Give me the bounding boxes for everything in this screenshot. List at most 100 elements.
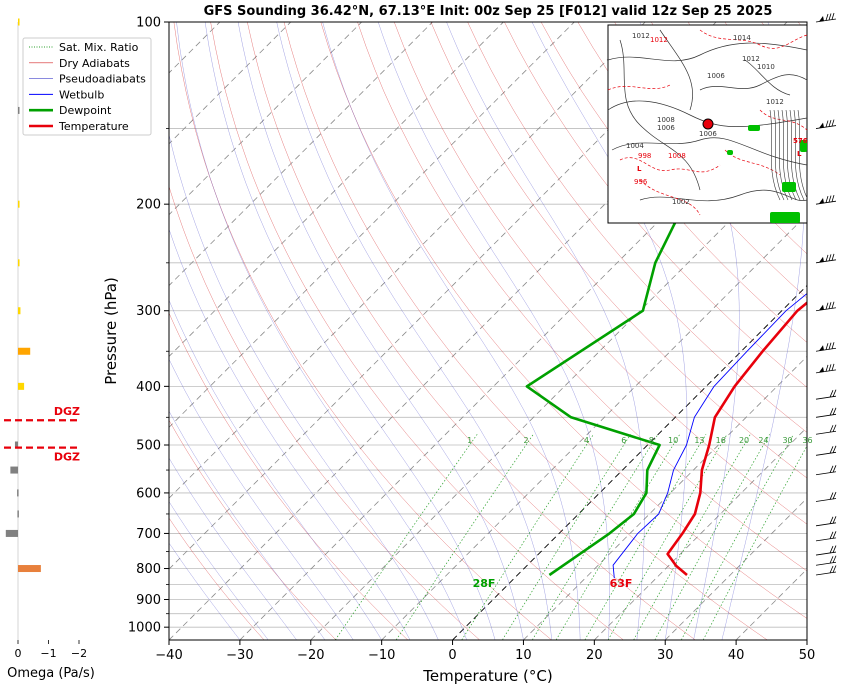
omega-bar	[17, 510, 19, 518]
wind-barb	[815, 389, 837, 400]
map-precip-patch	[727, 150, 733, 155]
legend-box	[22, 37, 152, 136]
map-isobar	[659, 29, 693, 111]
x-tick-label: 50	[799, 648, 816, 663]
mixing-ratio-line	[633, 434, 751, 640]
map-height-contour	[608, 84, 671, 91]
pseudoadiabat	[721, 22, 805, 640]
pseudoadiabat	[204, 22, 496, 640]
x-tick-label: −30	[226, 648, 253, 663]
wind-barb	[815, 12, 837, 23]
dry-adiabat	[393, 22, 807, 525]
x-axis-label: Temperature (°C)	[422, 667, 552, 685]
isotherm-0	[452, 284, 807, 640]
y-tick-label: 300	[136, 304, 161, 319]
map-isobar	[608, 100, 807, 127]
map-label: 1008	[668, 152, 686, 160]
surface-temperature-label: 63F	[610, 577, 633, 590]
map-height-contour	[759, 109, 807, 131]
pseudoadiabat	[169, 501, 269, 640]
mixing-ratio-label: 30	[782, 436, 792, 445]
pseudoadiabat	[169, 410, 326, 640]
omega-bar	[18, 106, 20, 114]
omega-bar	[18, 307, 21, 315]
mixing-ratio-label: 36	[802, 436, 812, 445]
mixing-ratio-line	[335, 434, 478, 640]
x-tick-label: −10	[368, 648, 395, 663]
mixing-ratio-label: 1	[467, 436, 472, 445]
map-label: 996	[634, 178, 648, 186]
omega-tick-label: 0	[15, 647, 22, 660]
legend-label: Dewpoint	[59, 104, 112, 117]
dry-adiabat	[467, 22, 807, 433]
map-precip-patch	[800, 140, 807, 152]
map-precip-patch	[770, 212, 800, 223]
y-tick-label: 700	[136, 527, 161, 542]
x-tick-label: −40	[155, 648, 182, 663]
x-tick-label: 10	[515, 648, 532, 663]
map-isobar	[611, 137, 807, 166]
pseudoadiabat	[446, 22, 645, 640]
dgz-label: DGZ	[54, 405, 80, 418]
map-label: 1006	[707, 72, 725, 80]
station-marker	[702, 118, 714, 130]
map-dense-contour	[769, 109, 781, 201]
y-tick-label: 200	[136, 198, 161, 213]
dry-adiabat	[169, 185, 480, 640]
map-isobar	[639, 189, 807, 202]
wind-barb	[815, 545, 837, 556]
map-label: L	[797, 150, 802, 158]
omega-bar	[5, 529, 19, 537]
dry-adiabat	[540, 22, 807, 343]
pseudoadiabat	[169, 358, 354, 640]
map-label: 1006	[699, 130, 717, 138]
map-label: 1002	[672, 198, 690, 206]
isotherm-50	[806, 639, 807, 640]
map-height-contour	[699, 29, 807, 49]
mixing-ratio-line	[461, 434, 594, 640]
wind-barb	[815, 119, 837, 129]
series-temperature	[666, 301, 807, 576]
wind-barb	[815, 531, 837, 542]
wind-barb	[815, 195, 837, 205]
pseudoadiabat	[237, 22, 524, 640]
wind-barb	[815, 516, 837, 527]
thermo-background	[169, 22, 846, 640]
dry-adiabat	[210, 22, 624, 640]
mixing-ratio-line	[654, 434, 770, 640]
wind-barb	[815, 565, 837, 576]
y-tick-label: 800	[136, 562, 161, 577]
map-height-contour	[619, 157, 721, 173]
map-precip-patch	[748, 125, 760, 131]
isotherm--50	[169, 22, 717, 570]
wind-barb	[815, 424, 837, 435]
legend-label: Sat. Mix. Ratio	[59, 41, 139, 54]
inset-map: 1012100610121010100610121008101410121006…	[607, 24, 808, 224]
pseudoadiabat	[322, 22, 581, 640]
dry-adiabat	[169, 312, 409, 640]
x-tick-label: 20	[586, 648, 603, 663]
mixing-ratio-labels: 1 2 4 6 8 10 13 16 20 24 30 36	[467, 436, 812, 445]
map-dense-contour	[773, 109, 785, 201]
mixing-ratio-line	[555, 434, 681, 640]
omega-bar	[17, 489, 19, 497]
plot-frame	[168, 21, 808, 641]
isotherm--10	[381, 214, 807, 640]
omega-tick-label: −2	[71, 647, 87, 660]
dgz-label: DGZ	[54, 451, 80, 464]
x-tick-label: 30	[657, 648, 674, 663]
dry-adiabat	[247, 22, 696, 640]
dry-adiabat	[320, 22, 807, 619]
mixing-ratio-label: 6	[621, 436, 626, 445]
omega-bar	[10, 466, 18, 474]
omega-bar	[18, 565, 41, 573]
mixing-ratio-line	[395, 434, 534, 640]
dry-adiabat	[835, 22, 846, 640]
legend-label: Temperature	[58, 120, 129, 133]
x-tick-label: 0	[448, 648, 456, 663]
series-wetbulb	[612, 293, 807, 579]
dry-adiabat	[169, 419, 337, 640]
dry-adiabat	[169, 517, 265, 640]
map-label: 1006	[657, 124, 675, 132]
